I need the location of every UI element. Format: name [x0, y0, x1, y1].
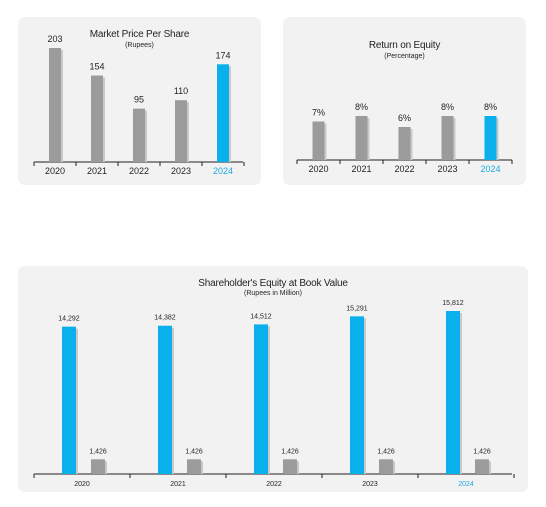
equity-primary-value-label: 14,512 [250, 313, 272, 320]
market-price-value-label: 154 [89, 62, 104, 72]
roe-value-label: 8% [355, 102, 368, 112]
equity-secondary-value-label: 1,426 [377, 448, 395, 455]
roe-bar-2022 [398, 127, 411, 160]
market-price-bar-2022 [133, 108, 145, 162]
equity-secondary-bar-2020 [91, 459, 105, 474]
equity-primary-bar-2021 [158, 325, 172, 474]
market-price-bar-2021 [91, 75, 103, 162]
roe-bar-2021 [355, 116, 368, 160]
market-price-category-label: 2020 [45, 166, 65, 176]
equity-primary-bar-2022 [254, 324, 268, 474]
market-price-bar-2020 [49, 48, 61, 162]
roe-value-label: 8% [441, 102, 454, 112]
roe-bar-2020 [312, 121, 325, 160]
market-price-chart-title: Market Price Per Share [89, 29, 190, 40]
market-price-value-label: 174 [215, 50, 230, 60]
roe-chart-title: Return on Equity [368, 40, 441, 51]
equity-chart-subtitle: (Rupees in Million) [244, 290, 302, 297]
roe-value-label: 7% [312, 108, 325, 118]
roe-category-label: 2023 [437, 164, 457, 174]
market-price-value-label: 110 [174, 86, 188, 96]
market-price-value-label: 203 [47, 34, 62, 44]
roe-category-label: 2024 [480, 164, 500, 174]
equity-secondary-value-label: 1,426 [185, 448, 203, 455]
roe-category-label: 2020 [308, 164, 328, 174]
equity-primary-value-label: 15,812 [442, 300, 464, 307]
market-price-category-label: 2023 [171, 166, 191, 176]
market-price-bar-2023 [175, 100, 187, 162]
market-price-value-label: 95 [134, 95, 144, 105]
equity-category-label: 2023 [362, 481, 378, 488]
equity-secondary-bar-2024 [475, 459, 489, 474]
equity-secondary-value-label: 1,426 [473, 448, 491, 455]
equity-primary-value-label: 14,292 [58, 316, 80, 323]
shareholders-equity-panel: Shareholder's Equity at Book Value (Rupe… [18, 266, 528, 492]
roe-value-label: 8% [484, 102, 497, 112]
equity-secondary-bar-2022 [283, 459, 297, 474]
roe-value-label: 6% [398, 113, 411, 123]
market-price-per-share-panel: Market Price Per Share (Rupees) 203 2020 1… [18, 17, 261, 185]
equity-category-label: 2021 [170, 481, 186, 488]
equity-secondary-bar-2023 [379, 459, 393, 474]
equity-category-label: 2020 [74, 481, 90, 488]
return-on-equity-panel: Return on Equity (Percentage) 7% 2020 8% 20… [283, 17, 526, 185]
equity-secondary-value-label: 1,426 [281, 448, 299, 455]
market-price-chart-subtitle: (Rupees) [125, 42, 154, 49]
equity-category-label: 2022 [266, 481, 282, 488]
roe-category-label: 2022 [394, 164, 414, 174]
roe-bar-2023 [441, 116, 454, 160]
equity-primary-value-label: 15,291 [346, 305, 368, 312]
equity-category-label: 2024 [458, 481, 474, 488]
market-price-chart-plot: 203 2020 154 2021 95 2022 110 2023 174 2024 [33, 34, 245, 176]
roe-chart-subtitle: (Percentage) [384, 53, 425, 60]
equity-primary-bar-2024 [446, 311, 460, 474]
roe-chart-plot: 7% 2020 8% 2021 6% 2022 8% 2023 8% 2024 [296, 102, 513, 174]
equity-primary-bar-2020 [62, 326, 76, 474]
equity-secondary-bar-2021 [187, 459, 201, 474]
equity-chart-plot: 14,292 1,426 2020 14,382 1,426 2021 14,512 1,42… [33, 300, 515, 488]
market-price-category-label: 2024 [213, 166, 233, 176]
roe-category-label: 2021 [351, 164, 371, 174]
roe-bar-2024 [484, 116, 497, 160]
market-price-bar-2024 [217, 64, 229, 162]
equity-chart-title: Shareholder's Equity at Book Value [198, 278, 348, 289]
equity-secondary-value-label: 1,426 [89, 448, 107, 455]
market-price-category-label: 2021 [87, 166, 107, 176]
market-price-category-label: 2022 [129, 166, 149, 176]
equity-primary-bar-2023 [350, 316, 364, 474]
equity-primary-value-label: 14,382 [154, 315, 176, 322]
